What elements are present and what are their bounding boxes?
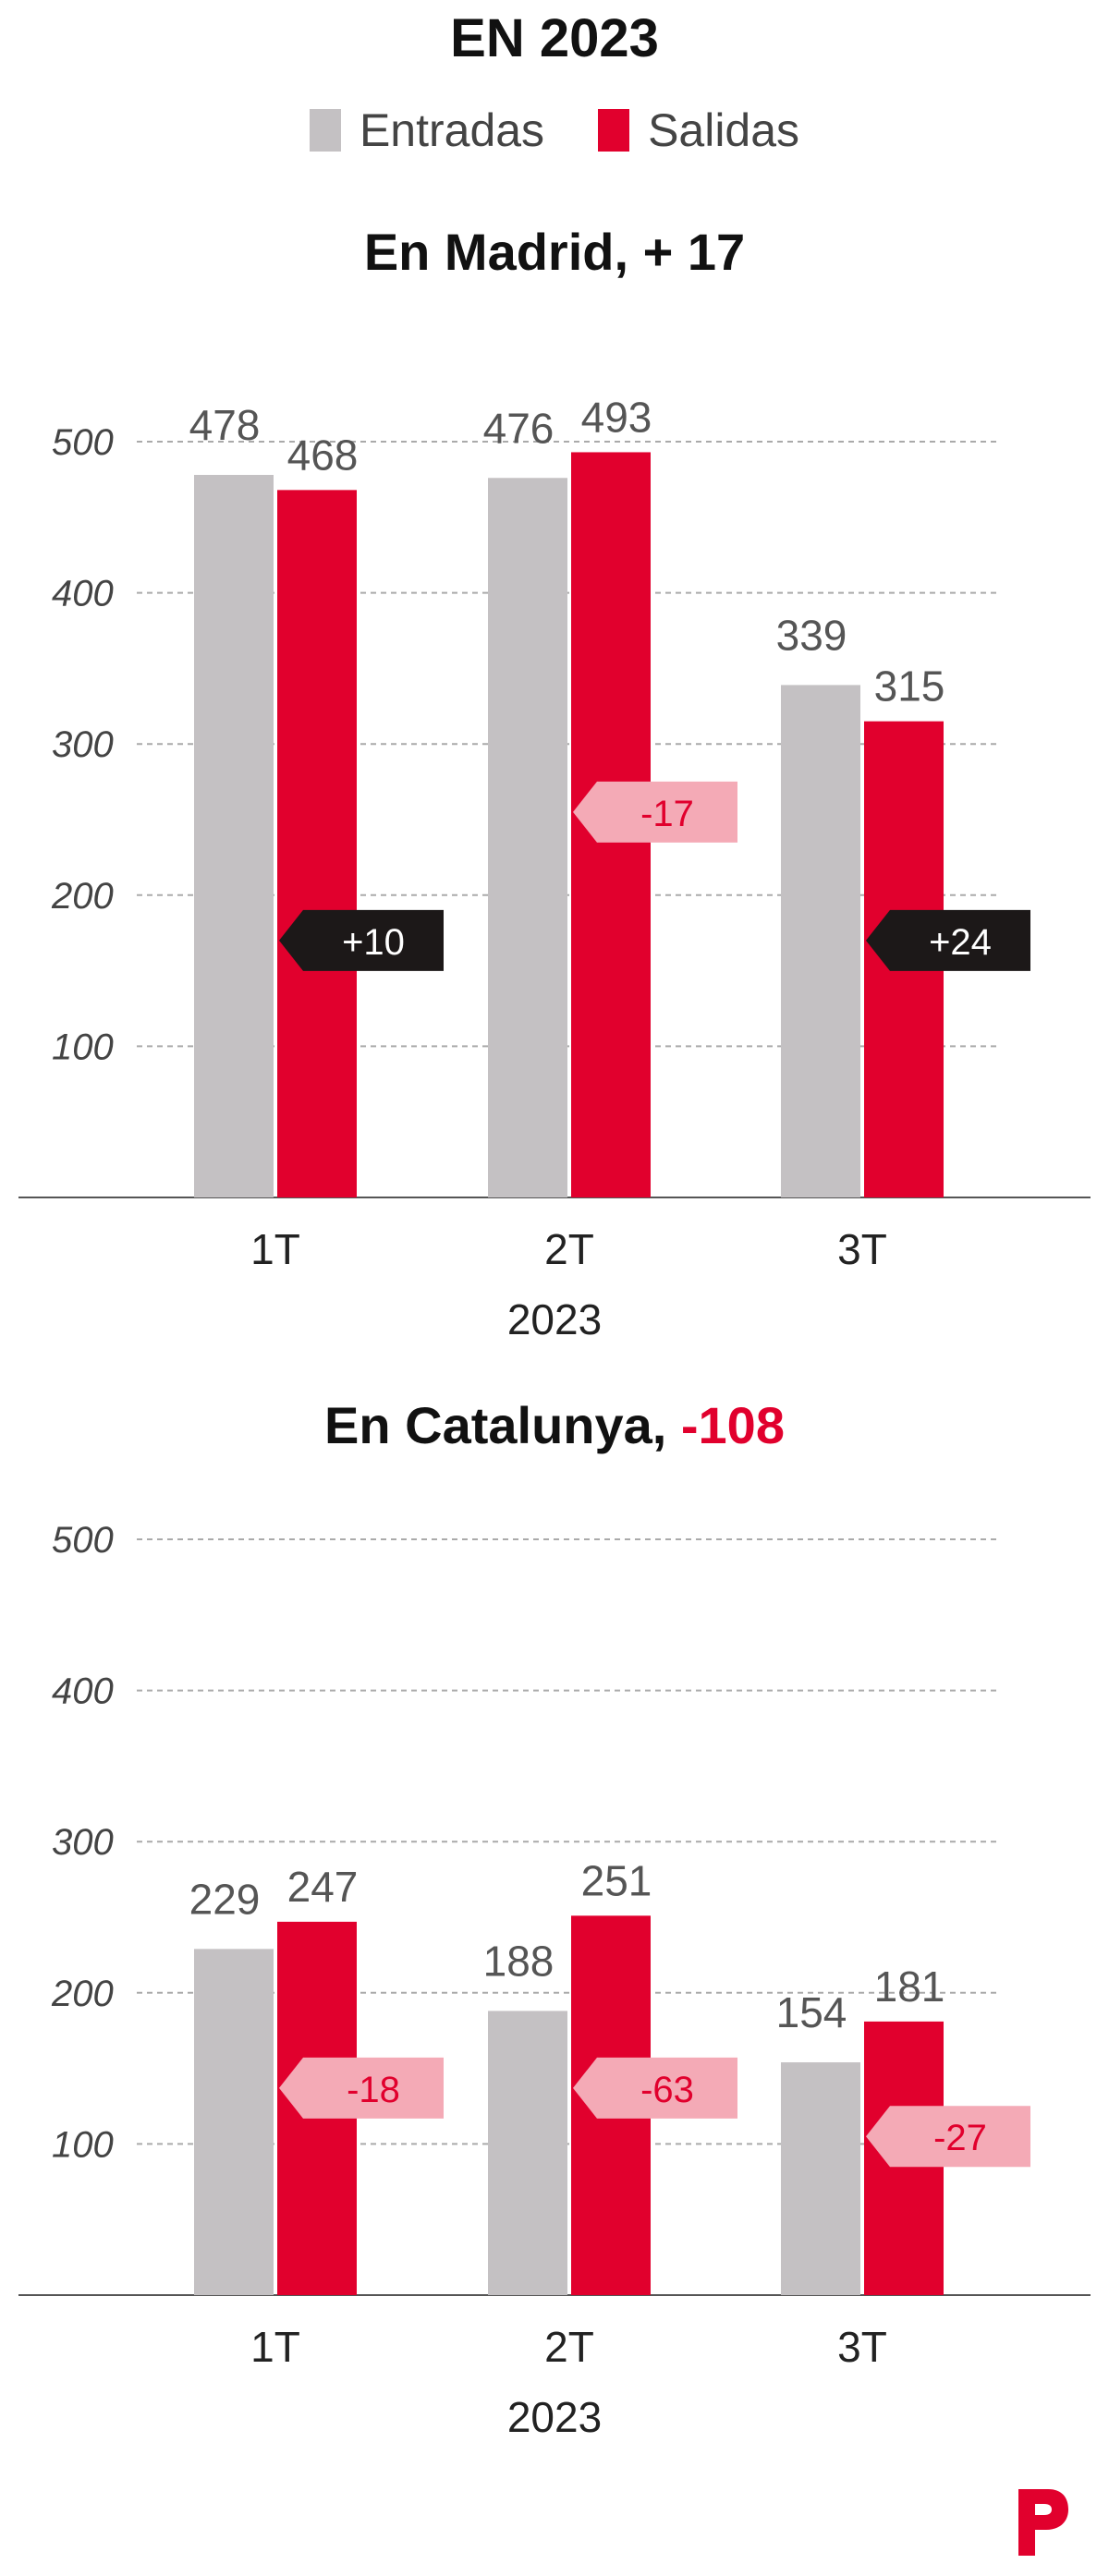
difference-tag-2T (573, 781, 737, 843)
difference-tag-1T (279, 2057, 444, 2119)
data-label-entradas-2T: 476 (483, 404, 554, 452)
bar-entradas-3T (781, 2062, 860, 2295)
y-tick-label: 300 (52, 724, 114, 765)
difference-label-1T: -18 (347, 2070, 400, 2110)
y-tick-label: 300 (52, 1822, 114, 1863)
data-label-salidas-2T: 493 (581, 393, 652, 441)
madrid-title-text: En Madrid, (364, 223, 643, 281)
y-tick-label: 200 (51, 1974, 114, 2014)
bar-entradas-2T (488, 2011, 567, 2295)
x-tick-label-3T: 3T (837, 2323, 887, 2371)
data-label-entradas-1T: 478 (189, 401, 261, 449)
madrid-chart: En Madrid, + 17 100 200 300 400 500 478 468 +10 1… (18, 223, 1091, 1343)
bar-salidas-1T (277, 490, 357, 1197)
bar-entradas-1T (194, 474, 274, 1197)
x-tick-label-1T: 1T (250, 2323, 300, 2371)
difference-tag-1T (279, 909, 444, 971)
catalunya-title-value: -108 (681, 1396, 785, 1454)
data-label-entradas-1T: 229 (189, 1875, 261, 1923)
data-label-entradas-3T: 339 (776, 611, 847, 659)
y-tick-label: 200 (51, 876, 114, 917)
catalunya-chart: En Catalunya, -108 100 200 300 400 500 229 247 -… (18, 1396, 1091, 2441)
y-tick-label: 100 (52, 2124, 114, 2165)
main-title: EN 2023 (450, 8, 659, 68)
madrid-title-value: + 17 (643, 223, 746, 281)
difference-tag-3T (866, 2106, 1030, 2168)
catalunya-title-text: En Catalunya, (324, 1396, 681, 1454)
data-label-salidas-1T: 247 (287, 1863, 359, 1911)
y-tick-label: 100 (52, 1027, 114, 1067)
data-label-entradas-2T: 188 (483, 1937, 554, 1985)
bar-entradas-2T (488, 478, 567, 1197)
difference-label-2T: -63 (640, 2070, 694, 2110)
x-tick-label-1T: 1T (250, 1225, 300, 1273)
difference-tag-2T (573, 2057, 737, 2119)
bar-entradas-3T (781, 685, 860, 1197)
x-axis-title: 2023 (507, 1295, 602, 1343)
difference-label-2T: -17 (640, 794, 694, 834)
x-axis-title: 2023 (507, 2393, 602, 2441)
data-label-salidas-3T: 315 (874, 662, 945, 711)
bar-entradas-1T (194, 1949, 274, 2295)
y-tick-label: 400 (52, 1671, 114, 1712)
legend-label-salidas: Salidas (648, 104, 800, 156)
catalunya-chart-title: En Catalunya, -108 (324, 1396, 785, 1454)
data-label-salidas-1T: 468 (287, 431, 359, 479)
legend-item-salidas: Salidas (598, 103, 799, 157)
legend-swatch-salidas (598, 109, 630, 152)
data-label-salidas-2T: 251 (581, 1856, 652, 1904)
x-tick-label-2T: 2T (544, 1225, 594, 1273)
x-tick-label-3T: 3T (837, 1225, 887, 1273)
x-tick-label-2T: 2T (544, 2323, 594, 2371)
legend-swatch-entradas (309, 109, 341, 152)
y-tick-label: 500 (52, 422, 114, 463)
difference-label-3T: +24 (929, 922, 992, 963)
legend: Entradas Salidas (0, 103, 1109, 157)
chart-header: EN 2023 Entradas Salidas (0, 0, 1109, 166)
y-tick-label: 400 (52, 574, 114, 614)
legend-label-entradas: Entradas (359, 104, 545, 156)
legend-item-entradas: Entradas (309, 103, 545, 157)
publisher-logo (1018, 2489, 1068, 2556)
data-label-entradas-3T: 154 (776, 1988, 847, 2036)
y-tick-label: 500 (52, 1520, 114, 1561)
difference-label-3T: -27 (933, 2118, 987, 2158)
data-label-salidas-3T: 181 (874, 1962, 945, 2011)
madrid-chart-title: En Madrid, + 17 (364, 223, 745, 281)
difference-tag-3T (866, 909, 1030, 971)
difference-label-1T: +10 (342, 922, 405, 963)
